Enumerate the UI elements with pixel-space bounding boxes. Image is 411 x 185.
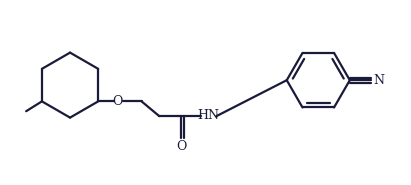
Text: N: N — [373, 74, 384, 87]
Text: HN: HN — [198, 109, 219, 122]
Text: O: O — [113, 95, 123, 108]
Text: O: O — [176, 140, 186, 153]
